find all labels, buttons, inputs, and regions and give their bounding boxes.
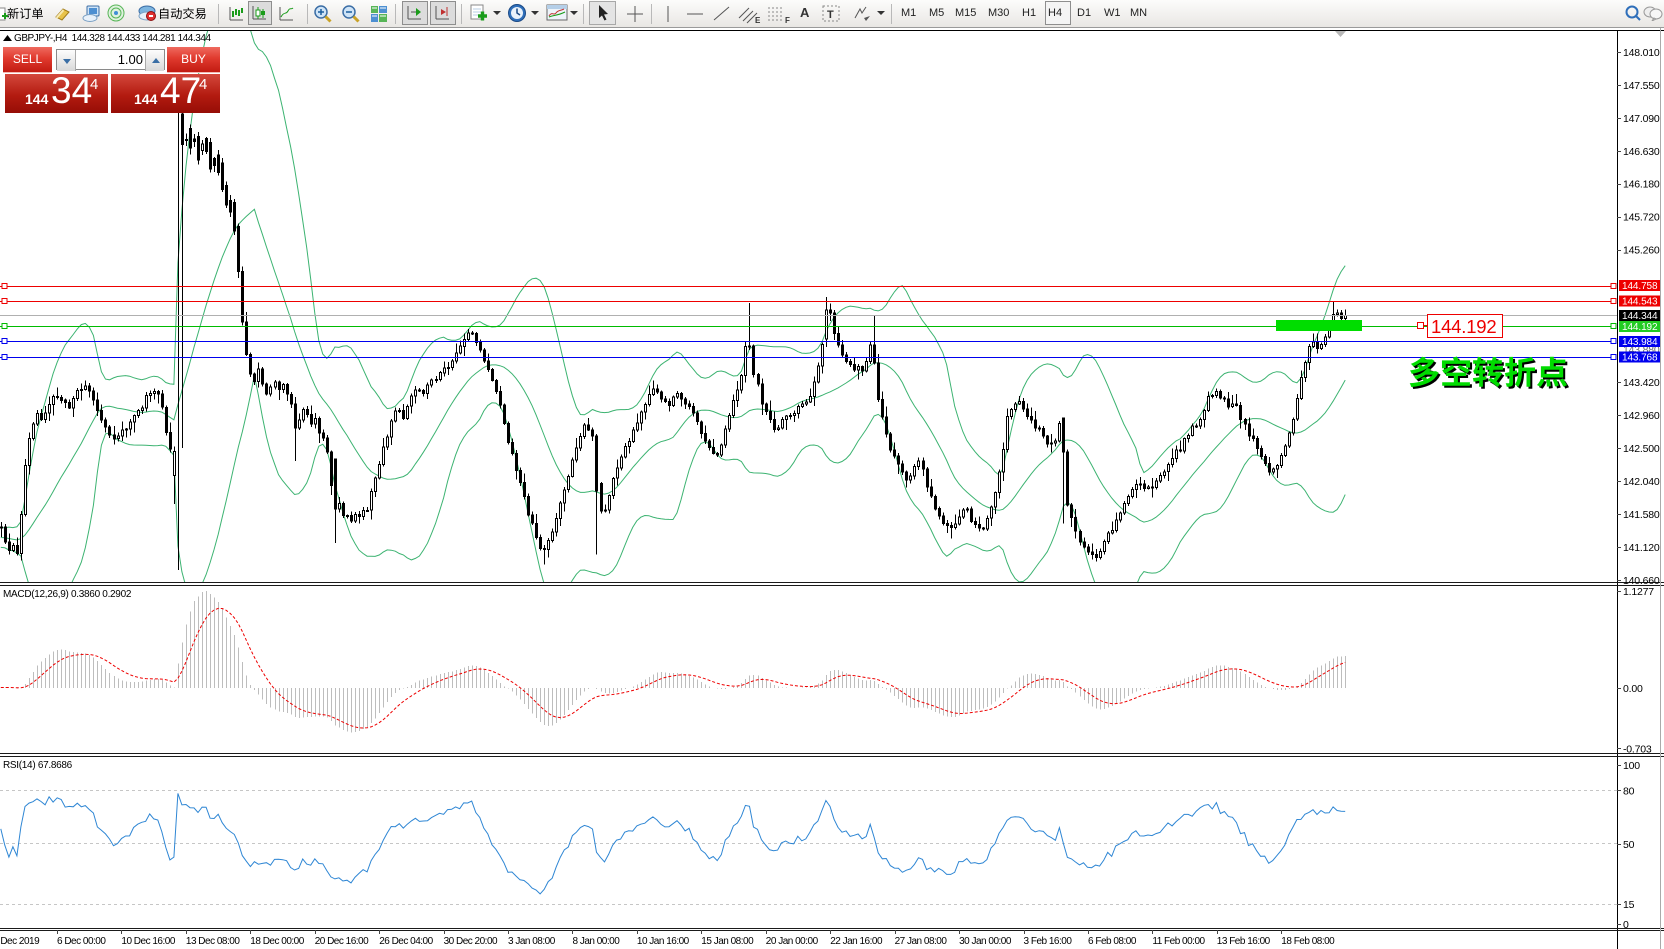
svg-text:143.420: 143.420 — [1623, 377, 1660, 389]
svg-text:F: F — [785, 16, 790, 24]
svg-text:141.120: 141.120 — [1623, 542, 1660, 554]
svg-text:13 Dec 08:00: 13 Dec 08:00 — [186, 936, 240, 947]
svg-text:18 Feb 08:00: 18 Feb 08:00 — [1281, 936, 1335, 947]
svg-text:143.984: 143.984 — [1622, 337, 1658, 348]
svg-text:146.630: 146.630 — [1623, 146, 1660, 158]
svg-text:20 Dec 16:00: 20 Dec 16:00 — [315, 936, 369, 947]
svg-text:142.040: 142.040 — [1623, 476, 1660, 488]
svg-text:-0.703: -0.703 — [1623, 743, 1652, 755]
svg-text:144.543: 144.543 — [1622, 297, 1658, 308]
svg-text:27 Jan 08:00: 27 Jan 08:00 — [895, 936, 948, 947]
svg-text:30 Dec 20:00: 30 Dec 20:00 — [444, 936, 498, 947]
svg-text:0.00: 0.00 — [1623, 683, 1643, 695]
svg-text:100: 100 — [1623, 760, 1640, 772]
svg-text:8 Jan 00:00: 8 Jan 00:00 — [573, 936, 621, 947]
svg-text:142.960: 142.960 — [1623, 410, 1660, 422]
svg-text:18 Dec 00:00: 18 Dec 00:00 — [250, 936, 304, 947]
svg-text:13 Feb 16:00: 13 Feb 16:00 — [1217, 936, 1271, 947]
svg-text:145.720: 145.720 — [1623, 212, 1660, 224]
svg-text:144.344: 144.344 — [1622, 311, 1658, 322]
svg-text:3 Dec 2019: 3 Dec 2019 — [0, 936, 40, 947]
svg-text:10 Dec 16:00: 10 Dec 16:00 — [121, 936, 175, 947]
svg-text:144.192: 144.192 — [1622, 322, 1658, 333]
svg-text:144.758: 144.758 — [1622, 281, 1658, 292]
svg-text:11 Feb 00:00: 11 Feb 00:00 — [1152, 936, 1205, 947]
svg-text:RSI(14) 67.8686: RSI(14) 67.8686 — [3, 760, 73, 771]
svg-text:6 Dec 00:00: 6 Dec 00:00 — [57, 936, 106, 947]
svg-text:10 Jan 16:00: 10 Jan 16:00 — [637, 936, 690, 947]
svg-text:140.660: 140.660 — [1623, 575, 1660, 587]
svg-text:E: E — [755, 16, 761, 24]
svg-text:148.010: 148.010 — [1623, 47, 1660, 59]
svg-text:3 Jan 08:00: 3 Jan 08:00 — [508, 936, 556, 947]
svg-text:80: 80 — [1623, 785, 1635, 797]
svg-text:141.580: 141.580 — [1623, 509, 1660, 521]
svg-text:147.550: 147.550 — [1623, 80, 1660, 92]
svg-text:50: 50 — [1623, 839, 1635, 851]
svg-text:3 Feb 16:00: 3 Feb 16:00 — [1024, 936, 1073, 947]
svg-text:142.500: 142.500 — [1623, 443, 1660, 455]
svg-text:15: 15 — [1623, 899, 1635, 911]
svg-text:15 Jan 08:00: 15 Jan 08:00 — [701, 936, 754, 947]
svg-text:147.090: 147.090 — [1623, 113, 1660, 125]
svg-text:22 Jan 16:00: 22 Jan 16:00 — [830, 936, 883, 947]
svg-text:MACD(12,26,9) 0.3860 0.2902: MACD(12,26,9) 0.3860 0.2902 — [3, 589, 132, 600]
svg-text:143.768: 143.768 — [1622, 352, 1658, 363]
svg-text:144.192: 144.192 — [1431, 316, 1496, 337]
svg-text:T: T — [827, 9, 834, 21]
svg-text:1.1277: 1.1277 — [1623, 586, 1654, 598]
svg-text:20 Jan 00:00: 20 Jan 00:00 — [766, 936, 819, 947]
svg-text:26 Dec 04:00: 26 Dec 04:00 — [379, 936, 433, 947]
svg-text:0: 0 — [1623, 919, 1629, 931]
svg-text:145.260: 145.260 — [1623, 245, 1660, 257]
svg-text:30 Jan 00:00: 30 Jan 00:00 — [959, 936, 1012, 947]
svg-text:146.180: 146.180 — [1623, 179, 1660, 191]
svg-text:6 Feb 08:00: 6 Feb 08:00 — [1088, 936, 1137, 947]
